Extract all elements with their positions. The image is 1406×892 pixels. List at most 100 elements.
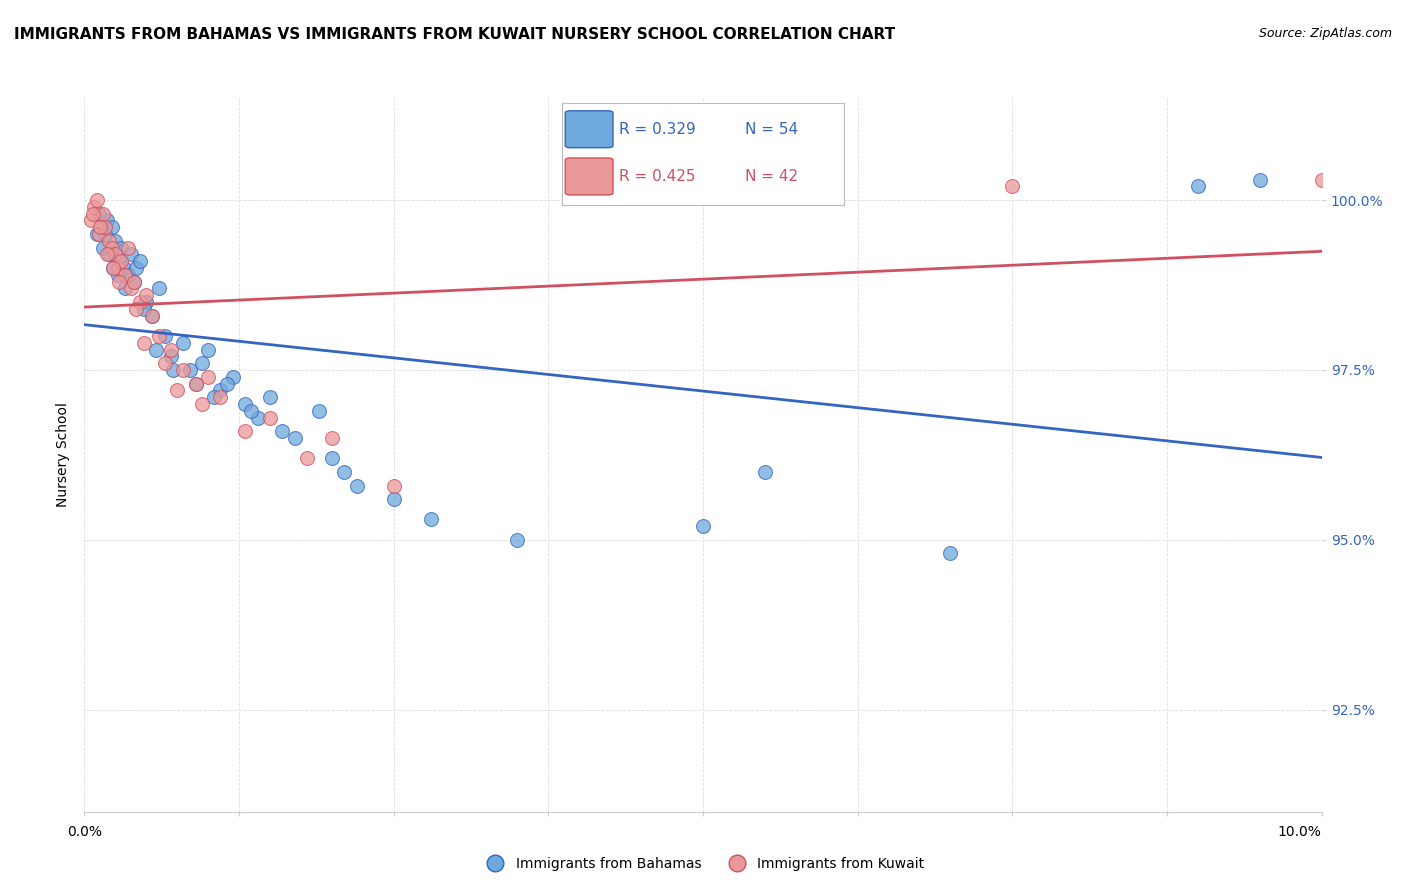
Point bbox=[209, 384, 232, 398]
Point bbox=[790, 186, 813, 201]
Point bbox=[233, 424, 256, 438]
Legend: Immigrants from Bahamas, Immigrants from Kuwait: Immigrants from Bahamas, Immigrants from… bbox=[475, 851, 931, 876]
Point bbox=[259, 390, 281, 404]
Point bbox=[96, 247, 118, 261]
Point bbox=[233, 397, 256, 411]
FancyBboxPatch shape bbox=[565, 111, 613, 148]
Point bbox=[321, 431, 343, 445]
Point bbox=[141, 309, 163, 323]
Point bbox=[184, 376, 207, 391]
Point bbox=[125, 260, 148, 275]
Point bbox=[125, 301, 148, 316]
Point bbox=[114, 268, 136, 282]
Point bbox=[86, 193, 108, 207]
Point bbox=[120, 281, 142, 295]
Point bbox=[98, 234, 121, 248]
Point bbox=[100, 241, 122, 255]
Point bbox=[382, 478, 405, 492]
Point bbox=[197, 369, 219, 384]
Point bbox=[117, 268, 139, 282]
Point bbox=[197, 343, 219, 357]
Point bbox=[246, 410, 269, 425]
Point bbox=[114, 281, 136, 295]
Point bbox=[1001, 179, 1024, 194]
Point bbox=[692, 519, 714, 533]
Point bbox=[346, 478, 368, 492]
Point bbox=[153, 356, 176, 370]
Point bbox=[112, 260, 135, 275]
Point bbox=[120, 247, 142, 261]
Point bbox=[160, 343, 183, 357]
Point bbox=[184, 376, 207, 391]
Point bbox=[506, 533, 529, 547]
Point bbox=[110, 254, 132, 268]
Point bbox=[284, 431, 307, 445]
Point bbox=[222, 369, 245, 384]
Point bbox=[107, 260, 129, 275]
Point bbox=[101, 260, 124, 275]
Point bbox=[148, 281, 170, 295]
Point bbox=[162, 363, 184, 377]
Point bbox=[91, 207, 114, 221]
Text: R = 0.329: R = 0.329 bbox=[619, 121, 696, 136]
Point bbox=[148, 329, 170, 343]
Point bbox=[101, 260, 124, 275]
Point bbox=[145, 343, 167, 357]
Point bbox=[107, 268, 129, 282]
Point bbox=[202, 390, 225, 404]
Point bbox=[110, 241, 132, 255]
Point bbox=[89, 220, 111, 235]
Point bbox=[191, 356, 214, 370]
Point bbox=[82, 207, 104, 221]
Point bbox=[259, 410, 281, 425]
Point bbox=[108, 275, 131, 289]
Point bbox=[240, 403, 263, 417]
Point bbox=[382, 492, 405, 507]
Point bbox=[83, 200, 105, 214]
Point bbox=[96, 213, 118, 227]
FancyBboxPatch shape bbox=[565, 158, 613, 194]
Point bbox=[94, 227, 117, 241]
Point bbox=[91, 241, 114, 255]
Point bbox=[89, 207, 111, 221]
Point bbox=[122, 275, 145, 289]
Point bbox=[939, 546, 962, 560]
Point bbox=[129, 295, 152, 310]
Text: 10.0%: 10.0% bbox=[1278, 824, 1322, 838]
Point bbox=[100, 220, 122, 235]
Point bbox=[215, 376, 238, 391]
Point bbox=[191, 397, 214, 411]
Point bbox=[172, 363, 194, 377]
Point bbox=[122, 275, 145, 289]
Point bbox=[79, 213, 101, 227]
Point bbox=[179, 363, 201, 377]
Point bbox=[333, 465, 356, 479]
Point bbox=[295, 451, 318, 466]
Point bbox=[108, 254, 131, 268]
Text: Source: ZipAtlas.com: Source: ZipAtlas.com bbox=[1258, 27, 1392, 40]
Point bbox=[153, 329, 176, 343]
Y-axis label: Nursery School: Nursery School bbox=[56, 402, 70, 508]
Point bbox=[209, 390, 232, 404]
Point bbox=[135, 295, 157, 310]
Text: N = 54: N = 54 bbox=[745, 121, 799, 136]
Point bbox=[132, 335, 155, 350]
Point bbox=[321, 451, 343, 466]
Point bbox=[1187, 179, 1209, 194]
Point bbox=[132, 301, 155, 316]
Text: R = 0.425: R = 0.425 bbox=[619, 169, 695, 184]
Point bbox=[129, 254, 152, 268]
Point bbox=[1249, 172, 1271, 186]
Text: N = 42: N = 42 bbox=[745, 169, 799, 184]
Point bbox=[98, 247, 121, 261]
Point bbox=[89, 227, 111, 241]
Point bbox=[166, 384, 188, 398]
Point bbox=[141, 309, 163, 323]
Point bbox=[308, 403, 330, 417]
Point bbox=[172, 335, 194, 350]
Point bbox=[94, 220, 117, 235]
Text: IMMIGRANTS FROM BAHAMAS VS IMMIGRANTS FROM KUWAIT NURSERY SCHOOL CORRELATION CHA: IMMIGRANTS FROM BAHAMAS VS IMMIGRANTS FR… bbox=[14, 27, 896, 42]
Point bbox=[86, 227, 108, 241]
Point bbox=[135, 288, 157, 302]
Point bbox=[104, 247, 127, 261]
